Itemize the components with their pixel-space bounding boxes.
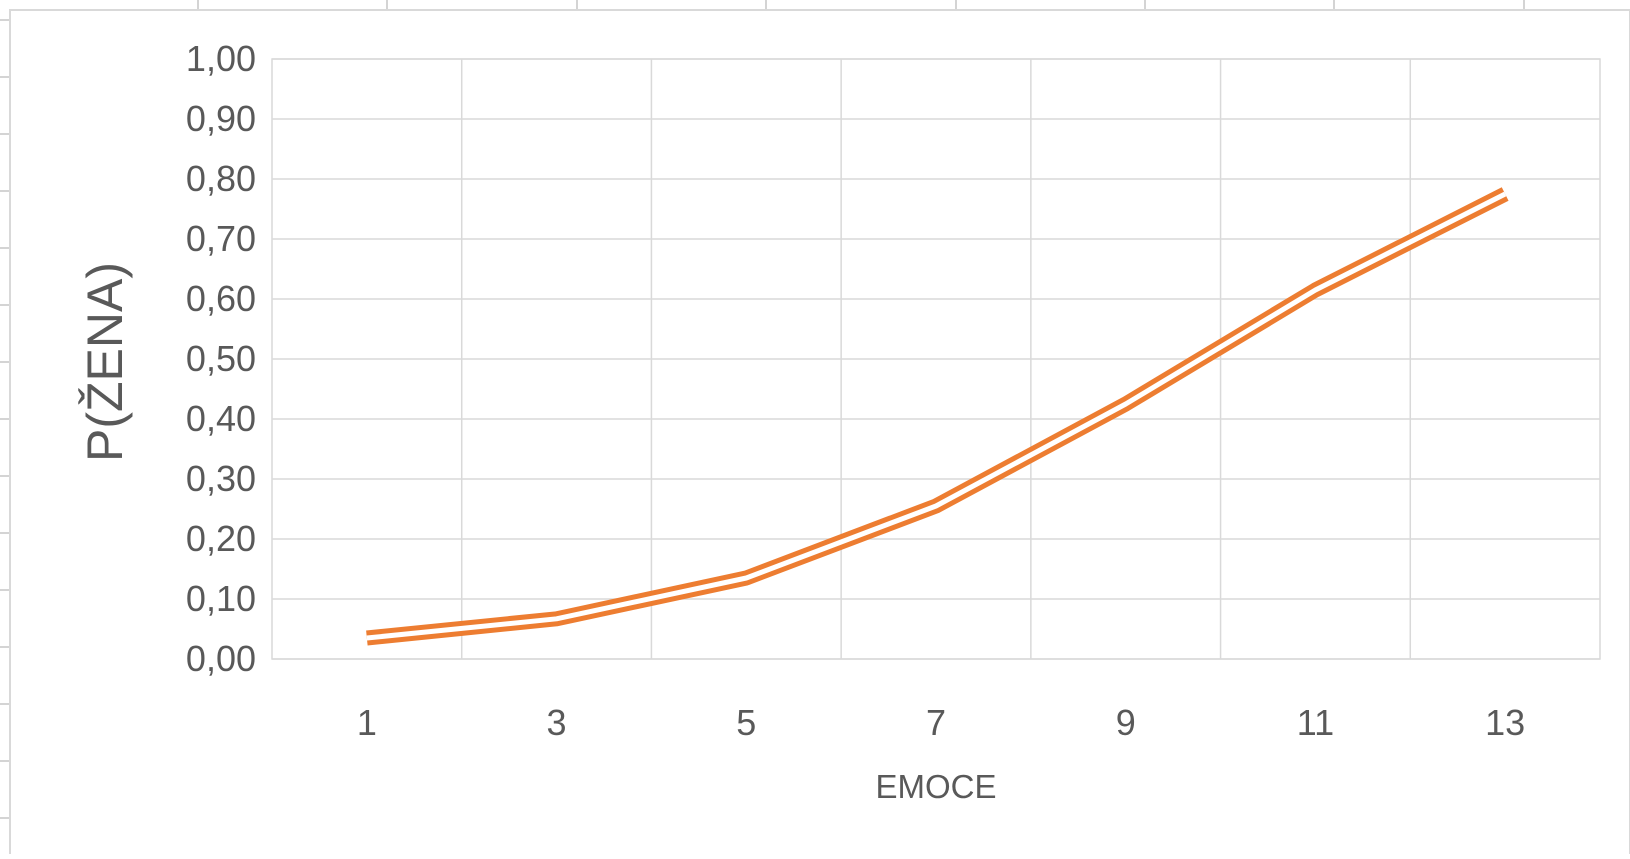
y-tick-label: 0,80 (186, 158, 256, 199)
x-tick-label: 11 (1297, 702, 1334, 743)
x-tick-label: 9 (1116, 702, 1136, 743)
y-tick-label: 0,20 (186, 518, 256, 559)
y-axis-title: P(ŽENA) (77, 262, 133, 462)
series-line-inner-gap (366, 191, 1507, 641)
x-tick-label: 3 (547, 702, 567, 743)
y-tick-label: 0,00 (186, 638, 256, 679)
y-tick-label: 0,10 (186, 578, 256, 619)
series-lines (366, 187, 1509, 646)
y-tick-label: 0,70 (186, 218, 256, 259)
horizontal-gridlines (272, 58, 1600, 660)
y-tick-label: 0,40 (186, 398, 256, 439)
y-tick-label: 0,50 (186, 338, 256, 379)
y-tick-label: 0,60 (186, 278, 256, 319)
x-tick-label: 5 (736, 702, 756, 743)
x-tick-label: 1 (357, 702, 377, 743)
x-tick-label: 13 (1485, 702, 1525, 743)
y-tick-label: 0,90 (186, 98, 256, 139)
y-tick-label: 0,30 (186, 458, 256, 499)
y-tick-label: 1,00 (186, 38, 256, 79)
x-axis-title: EMOCE (875, 768, 996, 805)
x-tick-label: 7 (926, 702, 946, 743)
x-axis-tick-labels: 1 3 5 7 9 11 13 (357, 702, 1525, 743)
y-axis-tick-labels: 0,00 0,10 0,20 0,30 0,40 0,50 0,60 0,70 0,80 0,90… (186, 38, 256, 679)
